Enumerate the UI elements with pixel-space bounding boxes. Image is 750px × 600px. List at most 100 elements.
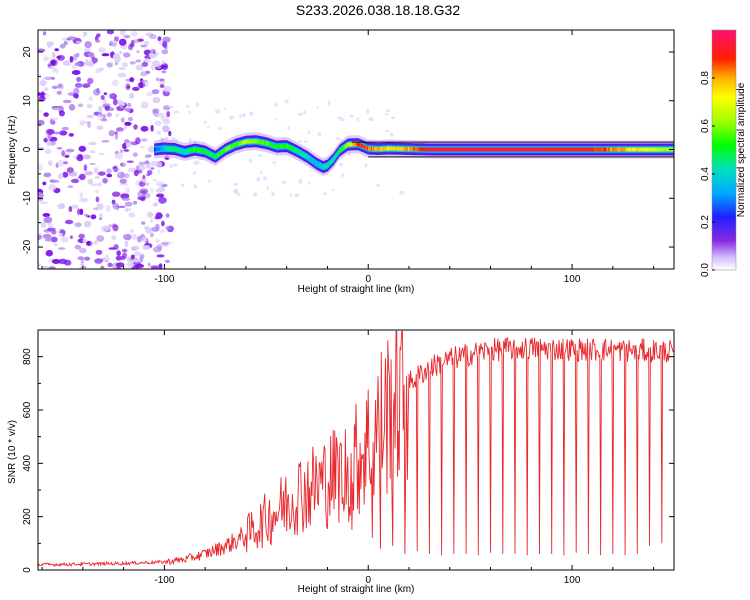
noise-blob bbox=[74, 222, 82, 228]
noise-blob bbox=[146, 173, 151, 177]
spectrogram-y-ticks: -20 -10 0 10 20 bbox=[22, 46, 674, 254]
noise-blob bbox=[124, 173, 130, 179]
noise-blob bbox=[107, 262, 113, 268]
noise-blob bbox=[87, 77, 94, 85]
noise-blob bbox=[83, 47, 91, 52]
noise-blob bbox=[158, 196, 167, 204]
y-tick-label: -20 bbox=[22, 239, 33, 254]
noise-blob bbox=[93, 167, 99, 174]
noise-blob bbox=[49, 138, 56, 142]
noise-blob bbox=[162, 125, 170, 133]
noise-blob bbox=[87, 60, 94, 67]
noise-blob bbox=[94, 258, 103, 264]
y-tick-label: 10 bbox=[22, 95, 33, 107]
noise-blob bbox=[260, 170, 263, 175]
noise-blob bbox=[236, 192, 241, 196]
noise-blob bbox=[356, 117, 360, 122]
noise-blob bbox=[141, 221, 146, 225]
noise-blob bbox=[43, 57, 53, 60]
noise-blob bbox=[46, 41, 54, 46]
noise-blob bbox=[44, 76, 53, 81]
noise-blob bbox=[108, 107, 115, 111]
noise-blob bbox=[307, 130, 311, 135]
y-tick-label: 20 bbox=[22, 46, 33, 58]
noise-blob bbox=[38, 95, 46, 102]
noise-blob bbox=[96, 125, 104, 130]
noise-blob bbox=[46, 129, 55, 135]
noise-blob bbox=[143, 40, 150, 46]
noise-blob bbox=[145, 154, 152, 158]
noise-blob bbox=[217, 127, 223, 130]
noise-blob bbox=[119, 178, 128, 184]
noise-blob bbox=[142, 178, 147, 183]
figure-title: S233.2026.038.18.18.G32 bbox=[296, 2, 460, 18]
noise-blob bbox=[88, 96, 93, 102]
noise-blob bbox=[50, 236, 58, 243]
noise-blob bbox=[121, 255, 126, 261]
noise-blob bbox=[117, 172, 121, 176]
noise-blob bbox=[125, 83, 131, 91]
noise-blob bbox=[106, 30, 114, 35]
noise-blob bbox=[136, 235, 142, 243]
noise-blob bbox=[60, 236, 69, 243]
noise-blob bbox=[303, 110, 307, 115]
ridge bbox=[154, 132, 674, 177]
noise-blob bbox=[146, 91, 154, 97]
noise-blob bbox=[233, 189, 239, 195]
noise-blob bbox=[165, 136, 169, 140]
noise-blob bbox=[188, 110, 192, 115]
noise-blob bbox=[331, 189, 335, 192]
noise-blob bbox=[131, 233, 137, 240]
noise-blob bbox=[51, 259, 61, 264]
noise-blob bbox=[272, 161, 277, 164]
noise-blob bbox=[98, 213, 104, 218]
noise-blob bbox=[252, 192, 258, 197]
noise-blob bbox=[163, 85, 172, 93]
noise-blob bbox=[248, 158, 252, 163]
noise-blob bbox=[125, 187, 130, 195]
noise-blob bbox=[112, 224, 119, 232]
noise-blob bbox=[38, 263, 41, 267]
noise-blob bbox=[132, 201, 138, 205]
noise-blob bbox=[54, 243, 58, 246]
noise-blob bbox=[95, 249, 103, 255]
noise-blob bbox=[78, 233, 85, 239]
snr-panel: -100 0 100 0 200 400 600 800 Height of straigh… bbox=[7, 329, 675, 595]
noise-blob bbox=[73, 87, 80, 95]
noise-blob bbox=[47, 222, 53, 229]
noise-blob bbox=[156, 112, 165, 118]
noise-blob bbox=[137, 196, 146, 201]
noise-blob bbox=[112, 202, 118, 210]
noise-blob bbox=[102, 177, 108, 184]
noise-blob bbox=[152, 97, 161, 104]
noise-blob bbox=[391, 116, 395, 119]
noise-blob bbox=[298, 179, 303, 184]
noise-blob bbox=[59, 130, 68, 136]
x-tick-label: -100 bbox=[154, 575, 174, 586]
noise-blob bbox=[127, 167, 136, 173]
noise-blob bbox=[141, 138, 148, 142]
noise-blob bbox=[114, 36, 119, 42]
noise-blob bbox=[117, 72, 127, 78]
noise-blob bbox=[150, 187, 154, 194]
noise-blob bbox=[139, 145, 145, 149]
noise-blob bbox=[120, 117, 125, 123]
noise-blob bbox=[115, 255, 123, 261]
noise-blob bbox=[108, 130, 115, 137]
noise-blob bbox=[161, 220, 165, 227]
noise-blob bbox=[169, 164, 174, 168]
noise-blob bbox=[168, 130, 172, 137]
noise-blob bbox=[163, 105, 171, 111]
noise-blob bbox=[42, 265, 49, 269]
noise-blob bbox=[90, 214, 97, 220]
noise-blob bbox=[122, 52, 131, 58]
noise-blob bbox=[156, 244, 163, 251]
colorbar-tick-label: 0.2 bbox=[700, 215, 711, 229]
noise-blob bbox=[47, 160, 53, 167]
noise-blob bbox=[43, 87, 49, 91]
noise-blob bbox=[73, 53, 78, 61]
noise-blob bbox=[104, 253, 109, 260]
noise-blob bbox=[289, 193, 293, 197]
noise-blob bbox=[42, 213, 51, 217]
noise-blob bbox=[144, 58, 151, 64]
